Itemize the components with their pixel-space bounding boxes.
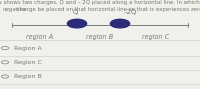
Circle shape — [110, 19, 130, 28]
Text: Region C: Region C — [14, 60, 42, 65]
Text: region B: region B — [86, 34, 114, 40]
Text: Region A: Region A — [14, 46, 42, 51]
Text: –2Q: –2Q — [123, 9, 137, 15]
Circle shape — [67, 19, 87, 28]
Text: Q: Q — [72, 9, 78, 15]
Text: region C: region C — [142, 34, 170, 40]
Text: negative: negative — [2, 7, 26, 12]
Text: charge be placed on that horizontal line so that is experiences zero net force?: charge be placed on that horizontal line… — [15, 7, 200, 12]
Text: region A: region A — [26, 34, 54, 40]
Text: Region B: Region B — [14, 74, 42, 79]
Text: Picture below shows two charges, Q and – 2Q placed along a horizontal line. In w: Picture below shows two charges, Q and –… — [0, 0, 200, 5]
